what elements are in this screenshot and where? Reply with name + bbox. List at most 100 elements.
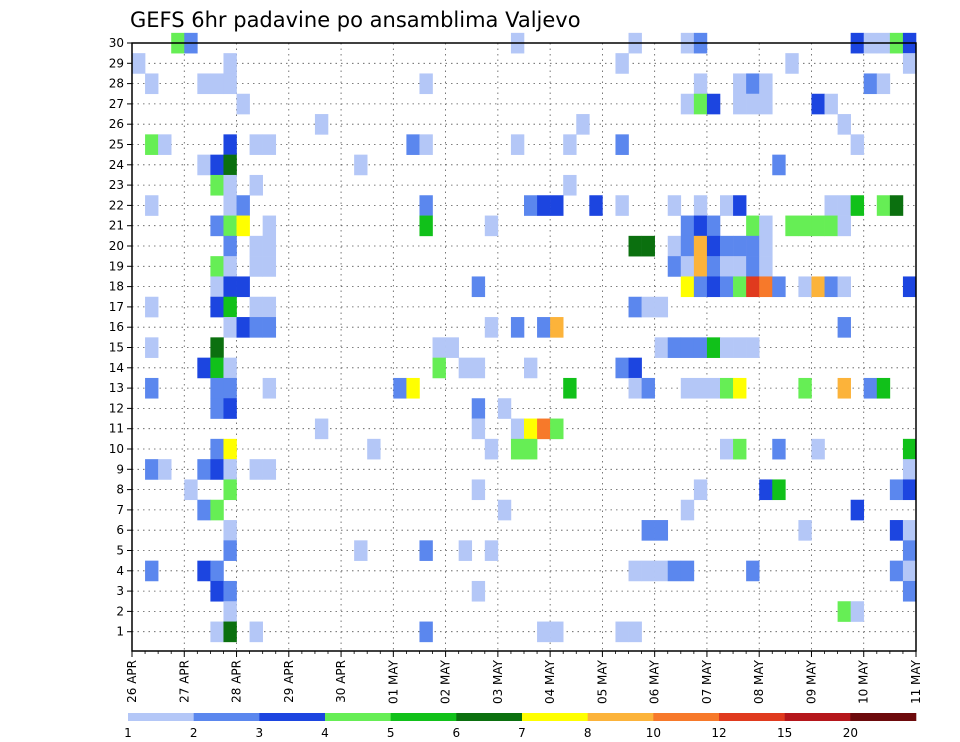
heatmap-cell — [667, 560, 682, 582]
heatmap-cell — [249, 621, 263, 643]
heatmap-cell — [628, 357, 642, 379]
heatmap-cell — [524, 195, 538, 216]
heatmap-cell — [850, 499, 865, 521]
heatmap-cell — [811, 93, 825, 115]
y-tick-label: 1 — [116, 625, 124, 639]
heatmap-cell — [471, 580, 486, 602]
heatmap-cell — [197, 560, 211, 582]
heatmap-cell — [863, 73, 878, 95]
heatmap-cell — [145, 195, 159, 216]
heatmap-cell — [249, 235, 263, 257]
y-tick-label: 15 — [109, 341, 124, 355]
heatmap-cell — [537, 317, 551, 338]
y-tick-label: 23 — [109, 178, 124, 192]
heatmap-cell — [876, 73, 891, 95]
y-tick-label: 6 — [116, 523, 124, 537]
heatmap-cell — [197, 459, 211, 480]
heatmap-cell — [249, 256, 263, 277]
legend-label: 6 — [453, 726, 461, 740]
heatmap-cell — [262, 134, 277, 155]
heatmap-cell — [733, 93, 747, 115]
heatmap-cell — [641, 377, 655, 399]
heatmap-cell — [876, 377, 891, 399]
heatmap-cell — [563, 134, 577, 155]
heatmap-cell — [223, 276, 237, 298]
x-tick-label: 06 MAY — [648, 659, 662, 704]
heatmap-cell — [641, 235, 655, 257]
x-axis: 26 APR 27 APR 28 APR 29 APR 30 APR 01 MAY 02 M… — [125, 651, 923, 704]
heatmap-cell — [145, 377, 159, 399]
heatmap-cell — [902, 560, 917, 582]
heatmap-cell — [733, 73, 747, 95]
chart-grid — [132, 42, 916, 651]
heatmap-cell — [693, 337, 708, 358]
legend-swatch — [719, 713, 785, 721]
heatmap-cell — [746, 337, 760, 358]
heatmap-cell — [785, 53, 799, 74]
heatmap-cell — [654, 296, 669, 318]
heatmap-cell — [798, 377, 812, 399]
y-tick-label: 25 — [109, 138, 124, 152]
heatmap-cell — [223, 520, 237, 541]
heatmap-cell — [680, 235, 695, 257]
heatmap-cell — [733, 256, 747, 277]
legend-label: 3 — [256, 726, 264, 740]
heatmap-cell — [746, 73, 760, 95]
heatmap-cell — [706, 276, 721, 298]
y-tick-label: 26 — [109, 117, 124, 131]
heatmap-cell — [863, 377, 878, 399]
heatmap-cell — [262, 256, 277, 277]
heatmap-cell — [223, 438, 237, 460]
heatmap-cell — [837, 317, 851, 338]
y-tick-label: 22 — [109, 198, 124, 212]
y-tick-label: 29 — [109, 56, 124, 70]
y-tick-label: 4 — [116, 564, 124, 578]
heatmap-cell — [262, 296, 277, 318]
heatmap-cell — [145, 134, 159, 155]
heatmap-cell — [837, 377, 851, 399]
heatmap-cell — [706, 93, 721, 115]
heatmap-cell — [419, 540, 433, 561]
heatmap-cell — [889, 560, 904, 582]
heatmap-cell — [706, 377, 721, 399]
heatmap-cell — [576, 114, 590, 135]
heatmap-cell — [654, 560, 669, 582]
color-legend: 1 2 3 4 5 6 7 8 10 12 15 20 — [124, 713, 917, 740]
heatmap-cell — [902, 53, 917, 74]
heatmap-cell — [628, 296, 642, 318]
legend-swatch — [653, 713, 720, 721]
heatmap-cell — [210, 256, 224, 277]
legend-label: 8 — [584, 726, 592, 740]
heatmap-cell — [733, 195, 747, 216]
heatmap-cell — [641, 296, 655, 318]
heatmap-cell — [759, 276, 773, 298]
heatmap-cell — [837, 215, 851, 237]
heatmap-cell — [223, 357, 237, 379]
heatmap-cell — [210, 438, 224, 460]
heatmap-cell — [680, 256, 695, 277]
legend-swatch — [325, 713, 391, 721]
y-tick-label: 24 — [109, 158, 124, 172]
heatmap-cell — [824, 276, 838, 298]
heatmap-cell — [811, 438, 825, 460]
heatmap-cell — [524, 438, 538, 460]
heatmap-cell — [720, 337, 734, 358]
heatmap-cell — [759, 93, 773, 115]
heatmap-cell — [667, 337, 682, 358]
heatmap-cell — [615, 621, 629, 643]
heatmap-cell — [746, 256, 760, 277]
heatmap-cell — [693, 235, 708, 257]
legend-label: 4 — [321, 726, 329, 740]
heatmap-cell — [733, 438, 747, 460]
heatmap-cell — [772, 276, 786, 298]
heatmap-cell — [223, 215, 237, 237]
heatmap-cell — [210, 459, 224, 480]
heatmap-cell — [419, 215, 433, 237]
heatmap-cell — [223, 195, 237, 216]
heatmap-cell — [458, 540, 473, 561]
heatmap-cell — [510, 134, 525, 155]
heatmap-cell — [236, 276, 250, 298]
x-tick-label: 09 MAY — [804, 659, 818, 704]
x-tick-label: 03 MAY — [491, 659, 505, 704]
